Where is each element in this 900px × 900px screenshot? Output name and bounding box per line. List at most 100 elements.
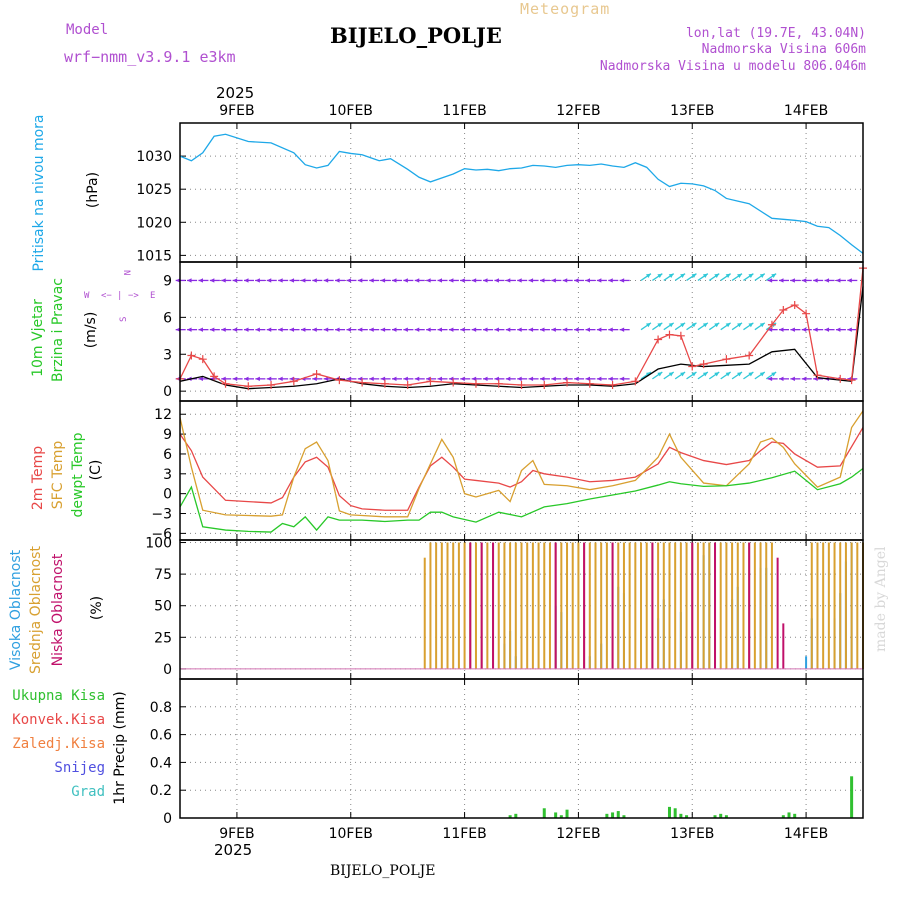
wind-arrow-head bbox=[790, 327, 795, 332]
gust-marker bbox=[540, 381, 549, 390]
wind-arrow-head bbox=[551, 376, 556, 382]
wind-arrow-head bbox=[691, 273, 697, 279]
wind-arrow-head bbox=[645, 273, 651, 279]
y-tick-label: 3 bbox=[163, 347, 172, 363]
wind-arrow-head bbox=[187, 327, 192, 332]
wind-arrow-head bbox=[403, 327, 408, 332]
gust-marker bbox=[221, 379, 230, 388]
wind-arrow-head bbox=[824, 278, 830, 283]
wind-arrow-head bbox=[403, 376, 408, 382]
wind-arrow-head bbox=[767, 278, 773, 283]
wind-arrow-head bbox=[266, 278, 272, 283]
wind-arrow-head bbox=[483, 278, 488, 283]
wind-arrow-head bbox=[824, 327, 830, 332]
wind-arrow-head bbox=[574, 278, 579, 283]
compass-right-arrow: −> bbox=[128, 291, 139, 301]
wind-arrow-head bbox=[278, 278, 283, 283]
wind-arrow-head bbox=[426, 278, 431, 283]
bar bbox=[526, 542, 529, 669]
wind-arrow-head bbox=[255, 278, 260, 283]
wind-arrow-head bbox=[323, 376, 329, 382]
wind-arrow-head bbox=[608, 327, 613, 332]
wind-arrow-head bbox=[619, 278, 625, 283]
x-tick-label-top: 12FEB bbox=[556, 103, 600, 119]
wind-arrow-head bbox=[505, 278, 511, 283]
wind-arrow-head bbox=[232, 376, 238, 382]
wind-arrow-head bbox=[460, 327, 465, 332]
bar bbox=[616, 811, 620, 818]
bar bbox=[566, 542, 569, 669]
gust-marker bbox=[403, 381, 412, 390]
x-tick-label-top: 10FEB bbox=[329, 103, 373, 119]
wind-arrow-head bbox=[221, 327, 226, 332]
bar bbox=[583, 542, 586, 669]
x-tick-label-bottom: 13FEB bbox=[670, 826, 714, 842]
wind-arrow-head bbox=[562, 376, 568, 382]
wind-arrow-head bbox=[585, 278, 590, 283]
wind-arrow-head bbox=[426, 376, 431, 382]
bar bbox=[719, 542, 722, 669]
bar bbox=[503, 542, 506, 669]
bar bbox=[674, 542, 677, 669]
compass-south: S bbox=[119, 317, 129, 322]
x-axis: 9FEB 9FEB 10FEB 10FEB 11FEB 11FEB 12FEB 12FEB 13… bbox=[219, 103, 828, 842]
bar bbox=[497, 542, 500, 669]
bar bbox=[816, 542, 819, 669]
model-altitude-label: Nadmorska Visina u modelu 806.046m bbox=[600, 59, 866, 74]
wind-arrow-head bbox=[539, 327, 545, 332]
gust-marker bbox=[608, 381, 617, 390]
wind-arrow-head bbox=[448, 376, 454, 382]
wind-arrow-head bbox=[483, 376, 488, 382]
precip-legend: Ukupna Kisa Konvek.Kisa Zaledj.Kisa Snijeg G… bbox=[12, 688, 105, 800]
y-tick-label: 0.6 bbox=[150, 728, 172, 744]
bar bbox=[765, 542, 768, 669]
wind-arrow-head bbox=[175, 278, 181, 283]
bar bbox=[617, 542, 620, 669]
wind-arrow-head bbox=[574, 376, 579, 382]
wind-arrow-head bbox=[801, 278, 807, 283]
y-tick-label: 0.8 bbox=[150, 700, 172, 716]
gust-marker bbox=[358, 378, 367, 387]
series-line bbox=[179, 410, 864, 518]
y-tick-label: 0 bbox=[163, 811, 172, 827]
gust-marker bbox=[426, 377, 435, 386]
wind-arrow-head bbox=[680, 273, 686, 279]
wind-arrow-head bbox=[702, 372, 708, 377]
wind-arrow-head bbox=[380, 278, 386, 283]
temperature-panel: −6 −3 0 3 6 9 12 bbox=[151, 400, 864, 542]
wind-arrow-head bbox=[725, 273, 731, 279]
bar bbox=[435, 542, 438, 669]
year-top: 2025 bbox=[216, 84, 254, 102]
wind-arrow-head bbox=[266, 327, 272, 332]
gust-marker bbox=[631, 377, 640, 386]
gust-marker bbox=[847, 376, 856, 385]
y-tick-label: 9 bbox=[163, 273, 172, 289]
wind-arrow-head bbox=[585, 327, 590, 332]
bar bbox=[492, 542, 495, 669]
y-tick-label: 0.4 bbox=[150, 755, 172, 771]
bar bbox=[839, 542, 842, 669]
wind-arrow-head bbox=[691, 372, 697, 377]
gust-marker bbox=[312, 369, 321, 378]
bar bbox=[696, 542, 699, 669]
gust-marker bbox=[267, 381, 276, 390]
wind-arrow-head bbox=[790, 376, 795, 382]
wind-arrow-head bbox=[779, 376, 784, 382]
gust-marker bbox=[665, 330, 674, 339]
bar bbox=[719, 813, 723, 818]
bar bbox=[759, 542, 762, 669]
bar bbox=[559, 815, 563, 818]
wind-arrow-head bbox=[619, 376, 625, 382]
pressure-panel: 1015 1020 1025 1030 bbox=[136, 122, 864, 264]
wind-arrow-head bbox=[312, 376, 317, 382]
footer-station: BIJELO_POLJE bbox=[330, 863, 435, 879]
y-tick-label: −3 bbox=[151, 507, 172, 523]
wind-arrow-head bbox=[437, 376, 443, 382]
bar bbox=[577, 542, 580, 669]
wind-arrow-head bbox=[357, 327, 363, 332]
gust-marker bbox=[790, 301, 799, 310]
wind-arrow-head bbox=[289, 278, 295, 283]
wind-arrow-head bbox=[369, 278, 374, 283]
bar bbox=[742, 542, 745, 669]
y-tick-label: 1030 bbox=[136, 149, 172, 165]
